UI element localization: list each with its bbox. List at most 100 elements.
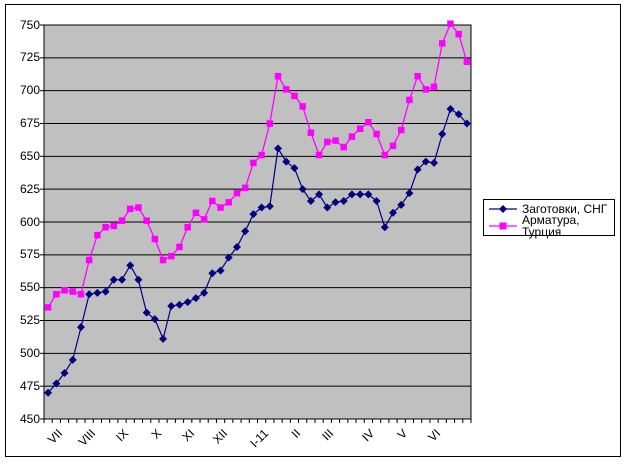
marker-1-12 — [143, 217, 150, 224]
marker-0-5 — [85, 290, 94, 299]
marker-0-19 — [200, 288, 209, 297]
marker-1-26 — [258, 151, 265, 159]
marker-1-50 — [455, 30, 462, 38]
marker-0-43 — [397, 200, 406, 209]
y-axis-label-600: 600 — [19, 214, 40, 229]
marker-0-36 — [339, 196, 348, 205]
marker-1-18 — [192, 209, 200, 217]
marker-0-26 — [257, 203, 266, 212]
marker-1-45 — [414, 72, 421, 80]
marker-1-38 — [356, 125, 364, 133]
chart-border-frame: 750 725 700 675 650 625 600 575 550 525 500 475 450 … — [5, 4, 621, 457]
marker-0-38 — [356, 190, 365, 199]
marker-1-21 — [217, 204, 224, 211]
marker-1-16 — [176, 243, 183, 251]
marker-0-15 — [167, 302, 176, 311]
marker-1-43 — [397, 126, 405, 134]
y-axis-label-750: 750 — [19, 17, 40, 32]
marker-1-35 — [332, 137, 339, 144]
price-chart-plot — [40, 20, 472, 423]
marker-0-32 — [306, 196, 315, 205]
y-axis-label-625: 625 — [19, 181, 40, 196]
marker-0-28 — [274, 144, 283, 153]
marker-1-11 — [135, 204, 142, 211]
marker-0-45 — [413, 165, 422, 174]
marker-0-44 — [405, 189, 414, 198]
marker-1-10 — [126, 205, 134, 213]
marker-0-27 — [265, 202, 274, 211]
marker-1-33 — [315, 151, 323, 159]
marker-0-8 — [109, 275, 118, 284]
marker-0-11 — [134, 275, 143, 284]
legend-diamond-marker-icon — [489, 205, 517, 213]
marker-0-33 — [315, 190, 324, 199]
series-line-0 — [47, 108, 468, 394]
marker-0-0 — [44, 388, 53, 397]
marker-0-17 — [183, 298, 192, 307]
marker-1-42 — [389, 142, 397, 150]
marker-1-6 — [94, 231, 101, 239]
marker-1-25 — [250, 159, 257, 167]
marker-0-23 — [232, 242, 241, 251]
y-axis-label-700: 700 — [19, 83, 40, 98]
marker-1-0 — [44, 304, 52, 311]
marker-1-22 — [225, 199, 233, 206]
marker-0-49 — [446, 105, 455, 114]
marker-1-2 — [61, 287, 68, 294]
marker-1-40 — [373, 130, 380, 138]
y-axis-label-650: 650 — [19, 148, 40, 163]
y-axis-label-525: 525 — [19, 313, 40, 327]
marker-0-41 — [380, 223, 389, 232]
marker-1-13 — [151, 235, 159, 243]
marker-1-49 — [447, 20, 454, 27]
marker-0-24 — [241, 227, 250, 236]
marker-0-22 — [224, 253, 233, 262]
marker-1-23 — [233, 189, 241, 197]
legend-label-rebar-turkey: Арматура, Турция — [522, 213, 580, 239]
marker-1-44 — [406, 96, 413, 104]
marker-1-20 — [209, 197, 216, 205]
y-axis-label-575: 575 — [19, 247, 40, 262]
marker-1-48 — [439, 40, 446, 47]
marker-0-35 — [331, 198, 340, 207]
marker-1-5 — [85, 256, 93, 264]
legend: Заготовки, СНГ Арматура, Турция — [483, 199, 615, 238]
marker-1-41 — [381, 151, 389, 159]
marker-0-30 — [290, 164, 299, 173]
marker-0-42 — [388, 208, 397, 217]
marker-0-16 — [175, 300, 184, 309]
marker-1-19 — [200, 216, 208, 223]
marker-1-17 — [184, 224, 191, 231]
marker-1-31 — [299, 103, 306, 110]
legend-item-rebar-turkey: Арматура, Турция — [488, 214, 614, 238]
marker-1-47 — [430, 83, 438, 90]
legend-square-marker-icon — [489, 222, 517, 230]
marker-0-20 — [208, 269, 217, 278]
marker-1-3 — [69, 288, 76, 295]
marker-1-39 — [365, 118, 372, 126]
marker-0-13 — [150, 315, 159, 324]
marker-1-30 — [291, 92, 298, 100]
marker-1-29 — [282, 86, 290, 93]
marker-1-37 — [348, 133, 356, 140]
marker-1-8 — [110, 222, 118, 230]
marker-0-48 — [438, 130, 447, 139]
y-axis-label-475: 475 — [19, 378, 40, 393]
y-axis-label-675: 675 — [19, 116, 40, 130]
marker-0-31 — [298, 185, 307, 194]
marker-0-14 — [159, 334, 168, 343]
marker-0-2 — [60, 369, 69, 378]
marker-1-1 — [53, 290, 60, 298]
marker-1-46 — [422, 86, 430, 93]
marker-0-37 — [347, 190, 356, 199]
marker-1-24 — [241, 184, 249, 192]
y-axis-label-500: 500 — [19, 345, 40, 360]
legend-label-billet-cis: Заготовки, СНГ — [522, 202, 608, 216]
marker-1-27 — [266, 120, 274, 127]
marker-1-34 — [324, 138, 331, 146]
marker-0-50 — [454, 110, 463, 119]
y-axis-label-725: 725 — [19, 50, 40, 65]
marker-0-39 — [364, 190, 373, 199]
marker-0-47 — [430, 158, 439, 167]
